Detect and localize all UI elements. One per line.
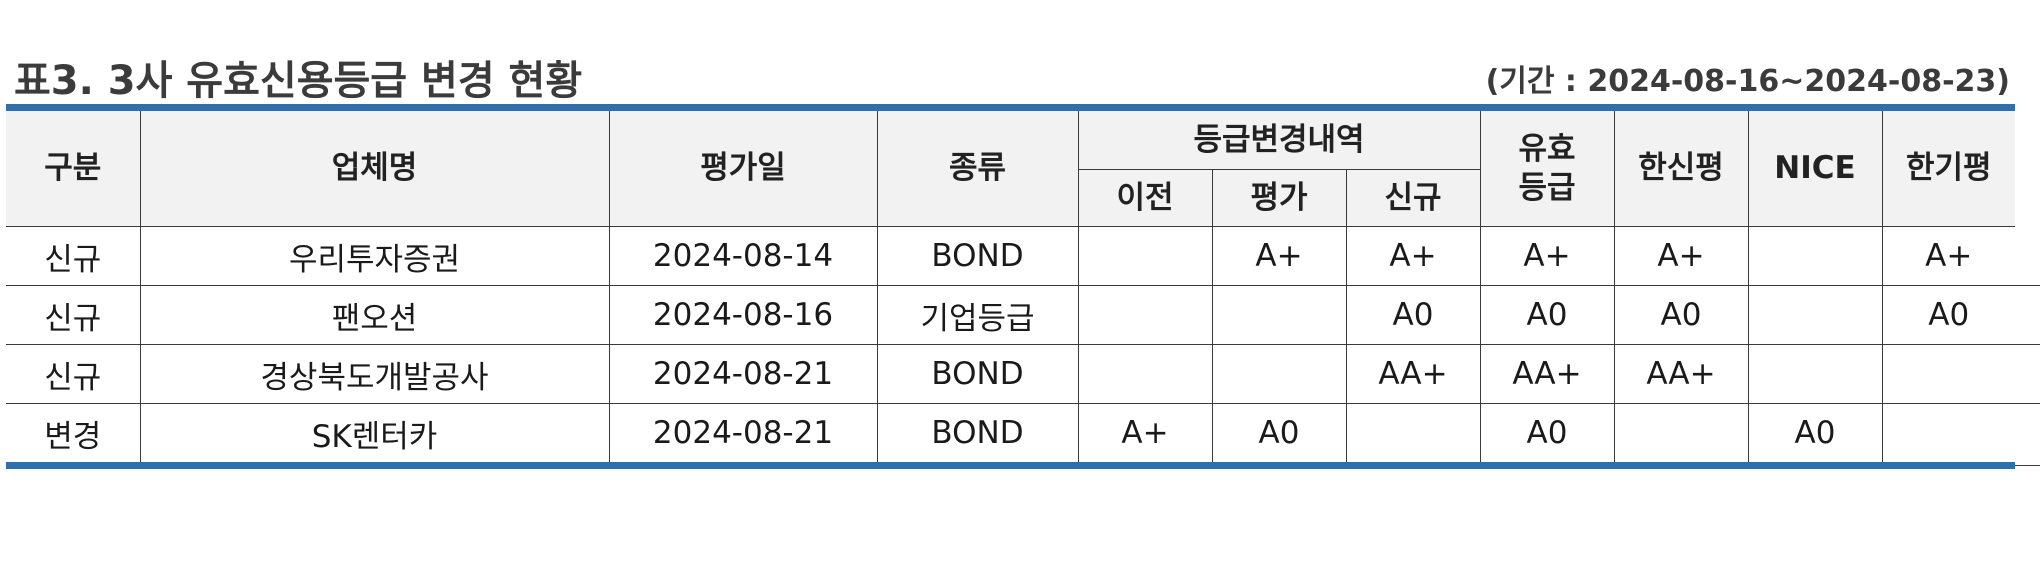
cell-valid: A0	[1479, 285, 1615, 345]
cell-eval: A0	[1211, 403, 1347, 469]
cell-nice	[1747, 344, 1883, 404]
cell-hanshin: AA+	[1613, 344, 1749, 404]
cell-valid: A0	[1479, 403, 1615, 469]
rating-change-table: 구분 업체명 평가일 종류 등급변경내역 유효 등급 한신평 NICE 한기평 …	[6, 104, 2040, 469]
cell-category: 변경	[6, 403, 141, 469]
table-row: 신규 팬오션 2024-08-16 기업등급 A0 A0 A0 A0	[6, 285, 2040, 345]
cell-hangi: A0	[1881, 285, 2015, 345]
cell-new: A0	[1345, 285, 1481, 345]
cell-type: 기업등급	[876, 285, 1079, 345]
cell-company: 팬오션	[139, 285, 610, 345]
cell-category: 신규	[6, 226, 141, 286]
cell-prev	[1077, 285, 1213, 345]
cell-eval-date: 2024-08-14	[608, 226, 878, 286]
cell-category: 신규	[6, 285, 141, 345]
cell-type: BOND	[876, 344, 1079, 404]
header-valid-line1: 유효	[1518, 130, 1576, 167]
cell-hanshin: A+	[1613, 226, 1749, 286]
cell-eval-date: 2024-08-16	[608, 285, 878, 345]
cell-hanshin: A0	[1613, 285, 1749, 345]
header-eval-date: 평가일	[608, 104, 878, 227]
cell-nice: A0	[1747, 403, 1883, 469]
header-change-group: 등급변경내역	[1077, 104, 1481, 170]
header-company: 업체명	[139, 104, 610, 227]
cell-spacer	[2015, 285, 2040, 345]
rating-change-table-wrapper: 구분 업체명 평가일 종류 등급변경내역 유효 등급 한신평 NICE 한기평 …	[6, 104, 2040, 469]
cell-nice	[1747, 285, 1883, 345]
table-row: 신규 경상북도개발공사 2024-08-21 BOND AA+ AA+ AA+	[6, 344, 2040, 404]
cell-eval: A+	[1211, 226, 1347, 286]
header-category: 구분	[6, 104, 141, 227]
cell-new: AA+	[1345, 344, 1481, 404]
header-type: 종류	[876, 104, 1079, 227]
cell-hanshin	[1613, 403, 1749, 469]
cell-spacer	[2015, 344, 2040, 404]
cell-company: 경상북도개발공사	[139, 344, 610, 404]
cell-category: 신규	[6, 344, 141, 404]
header-eval: 평가	[1211, 169, 1347, 227]
cell-type: BOND	[876, 403, 1079, 469]
cell-prev	[1077, 226, 1213, 286]
cell-nice	[1747, 226, 1883, 286]
table-title: 표3. 3사 유효신용등급 변경 현황	[14, 58, 583, 104]
cell-company: SK렌터카	[139, 403, 610, 469]
header-valid-grade: 유효 등급	[1479, 104, 1615, 227]
header-valid-line2: 등급	[1518, 169, 1576, 206]
cell-type: BOND	[876, 226, 1079, 286]
table-row: 신규 우리투자증권 2024-08-14 BOND A+ A+ A+ A+ A+	[6, 226, 2040, 286]
cell-new	[1345, 403, 1481, 469]
cell-eval	[1211, 344, 1347, 404]
header-spacer	[2015, 107, 2040, 227]
cell-spacer	[2015, 403, 2040, 466]
cell-valid: AA+	[1479, 344, 1615, 404]
cell-valid: A+	[1479, 226, 1615, 286]
cell-eval	[1211, 285, 1347, 345]
cell-eval-date: 2024-08-21	[608, 403, 878, 469]
header-row-2: 이전 평가 신규	[6, 169, 2040, 227]
cell-company: 우리투자증권	[139, 226, 610, 286]
header-row-1: 구분 업체명 평가일 종류 등급변경내역 유효 등급 한신평 NICE 한기평	[6, 104, 2040, 227]
cell-prev: A+	[1077, 403, 1213, 469]
cell-hangi	[1881, 403, 2015, 469]
table-row: 변경 SK렌터카 2024-08-21 BOND A+ A0 A0 A0	[6, 403, 2040, 469]
header-new: 신규	[1345, 169, 1481, 227]
cell-eval-date: 2024-08-21	[608, 344, 878, 404]
header-hanshin: 한신평	[1613, 104, 1749, 227]
cell-spacer	[2015, 226, 2040, 286]
header-prev: 이전	[1077, 169, 1213, 227]
title-row: 표3. 3사 유효신용등급 변경 현황 (기간 : 2024-08-16~202…	[14, 44, 2010, 104]
period-label: (기간 : 2024-08-16~2024-08-23)	[1485, 64, 2010, 99]
cell-hangi	[1881, 344, 2015, 404]
cell-new: A+	[1345, 226, 1481, 286]
cell-hangi: A+	[1881, 226, 2015, 286]
cell-prev	[1077, 344, 1213, 404]
header-hangi: 한기평	[1881, 104, 2015, 227]
header-nice: NICE	[1747, 104, 1883, 227]
